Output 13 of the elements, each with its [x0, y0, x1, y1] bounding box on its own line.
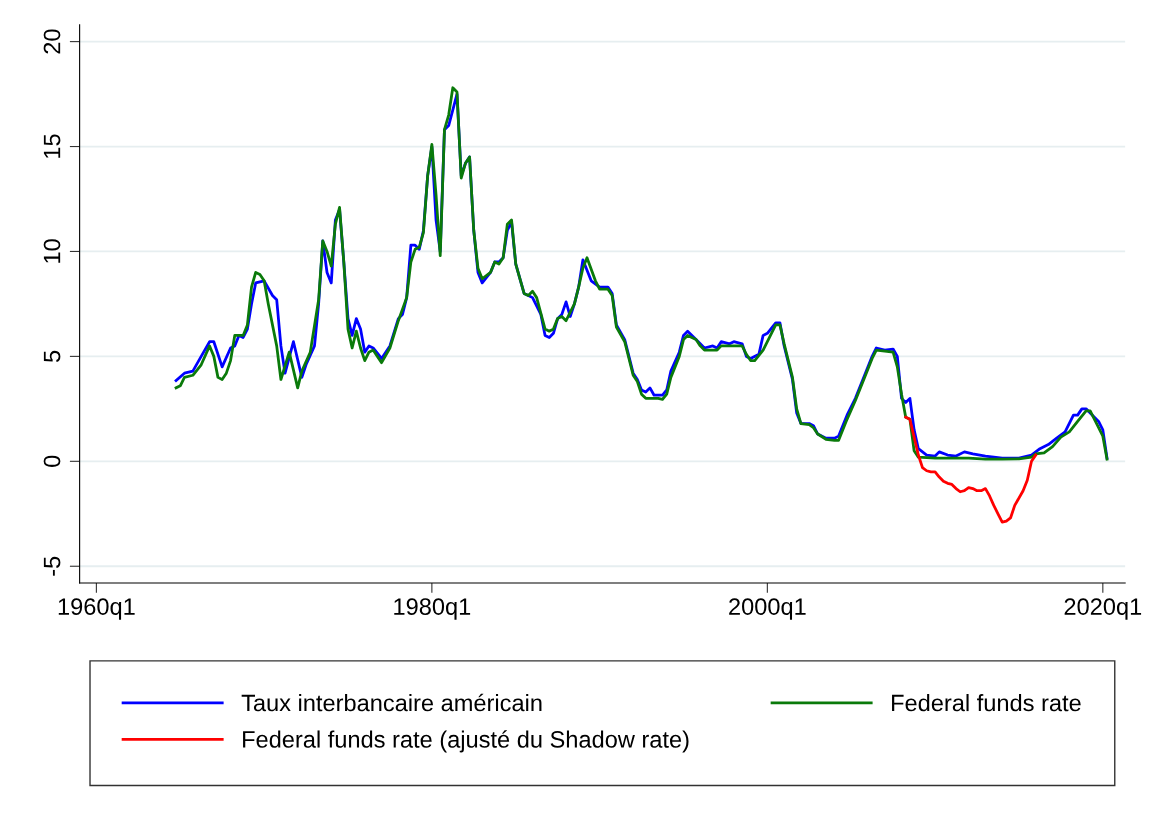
y-tick-label: 20 [43, 29, 61, 54]
x-tick-label: 2000q1 [729, 598, 806, 620]
y-tick-label: 15 [43, 134, 61, 158]
legend-label: Federal funds rate (ajusté du Shadow rate) [243, 730, 689, 753]
legend-label: Taux interbancaire américain [241, 693, 542, 712]
x-tick-label: 1960q1 [58, 598, 135, 620]
y-tick-label: -5 [43, 556, 61, 576]
x-tick-label: 2020q1 [1064, 598, 1142, 620]
y-tick-label: 0 [43, 455, 61, 467]
legend-label: Federal funds rate [892, 693, 1081, 712]
y-tick-label: 5 [43, 350, 61, 363]
x-tick-label: 1980q1 [394, 598, 471, 620]
y-tick-label: 10 [43, 239, 61, 263]
